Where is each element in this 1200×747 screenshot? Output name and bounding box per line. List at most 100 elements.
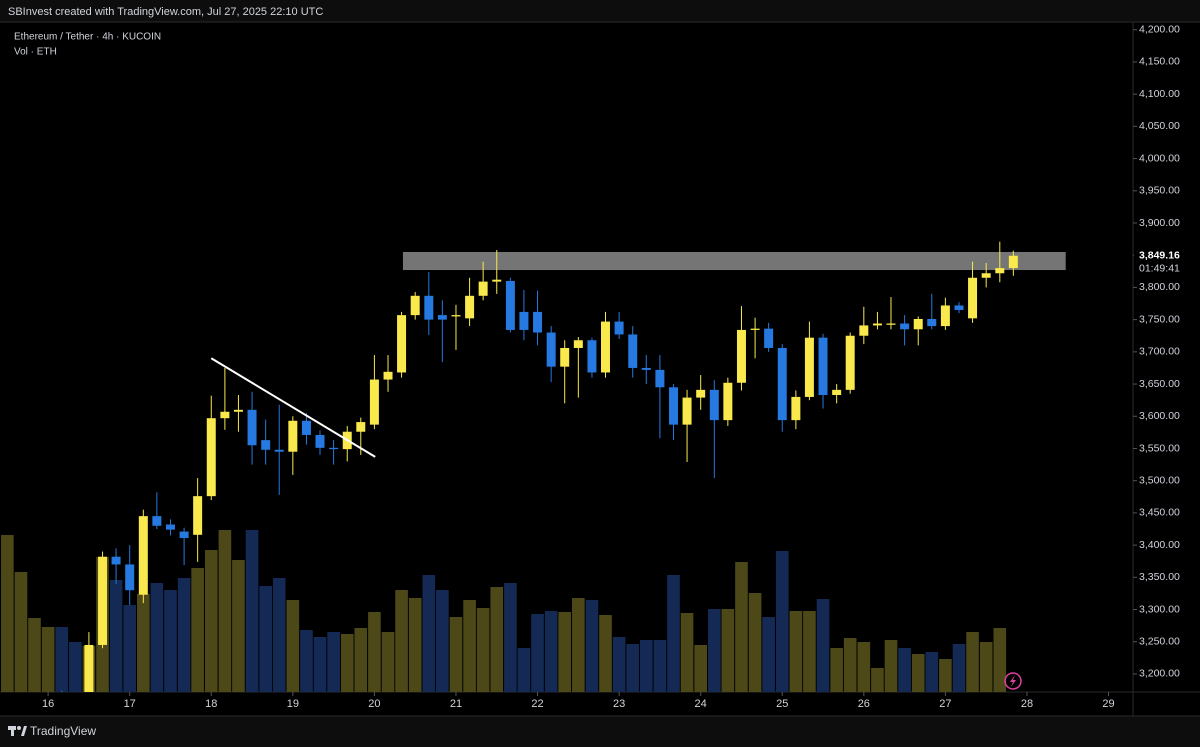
volume-legend: Vol · ETH [14,47,57,58]
volume-bar [993,628,1007,692]
y-tick-label: 3,800.00 [1139,281,1180,293]
volume-bar [830,648,843,692]
volume-bar [803,611,816,692]
volume-bar [599,615,612,692]
volume-bar [694,645,707,692]
volume-bar [884,640,898,692]
volume-bar [408,598,422,692]
candle-body [179,531,189,539]
candle-body [165,524,175,530]
x-tick-label: 18 [205,698,217,710]
y-tick-label: 4,200.00 [1139,24,1180,36]
volume-bar [137,594,150,692]
x-tick-label: 24 [695,698,707,710]
y-tick-label: 3,900.00 [1139,217,1180,229]
x-tick-label: 29 [1102,698,1114,710]
candle-body [709,389,719,421]
candle-body [940,305,950,327]
volume-bar [218,530,232,692]
volume-bar [952,644,966,692]
volume-bar [966,632,979,692]
candle-body [84,644,94,692]
candle-body [206,418,216,497]
y-tick-label: 3,200.00 [1139,668,1180,680]
candle-body [859,325,869,336]
candle-body [927,318,937,327]
candle-body [546,332,556,367]
volume-bar [191,568,204,692]
candle-pane [61,241,1018,692]
candle-body [247,409,257,446]
footer-bar [0,716,1200,747]
x-tick-label: 16 [42,698,54,710]
volume-bar [327,632,340,692]
volume-bar [680,613,694,692]
candle-body [669,387,679,425]
candle-body [573,340,583,348]
candle-body [329,447,339,450]
volume-bar [354,628,368,692]
candle-body [220,411,230,419]
candle-body [832,389,842,396]
candle-body [900,323,910,330]
candle-body [981,273,991,278]
volume-bar [721,609,735,692]
candle-body [560,347,570,367]
candle-body [723,382,733,421]
candle-body [261,440,271,450]
candle-body [301,420,311,435]
volume-bar [232,560,245,692]
candle-body [138,516,148,595]
candle-body [736,329,746,383]
last-price-tag [1134,247,1200,278]
volume-bar [517,648,531,692]
candle-body [410,295,420,316]
y-tick-label: 3,300.00 [1139,603,1180,615]
volume-bar [572,598,585,692]
volume-bar [300,630,313,692]
volume-bar [436,590,449,692]
candle-body [600,321,610,373]
volume-bar [816,599,830,692]
alert-icon[interactable] [1004,672,1022,690]
candle-body [233,409,243,412]
volume-bar [531,614,544,692]
volume-bar [857,642,871,692]
candle-body [791,396,801,421]
logo-part [17,726,21,730]
candle-body [750,328,760,330]
candle-body [804,337,814,397]
volume-bar [164,590,177,692]
candle-body [696,389,706,398]
candle-body [152,516,162,526]
volume-bar [748,593,762,692]
y-tick-label: 3,450.00 [1139,507,1180,519]
volume-bar [449,617,463,692]
candle-body [505,280,515,330]
volume-bar [707,609,721,692]
y-tick-label: 3,750.00 [1139,313,1180,325]
volume-bar [762,617,775,692]
x-tick-label: 26 [858,698,870,710]
candle-body [533,311,543,333]
candle-body [845,335,855,390]
y-tick-label: 4,100.00 [1139,88,1180,100]
volume-bar [463,600,476,692]
x-tick-label: 17 [124,698,136,710]
volume-bar [395,590,408,692]
volume-bar [775,551,789,692]
candle-body [614,321,624,335]
candle-body [465,295,475,319]
volume-bar [585,600,599,692]
y-tick-label: 3,550.00 [1139,442,1180,454]
volume-bar [612,637,626,692]
y-tick-label: 3,950.00 [1139,185,1180,197]
alert-ring [1004,672,1022,690]
y-tick-label: 3,250.00 [1139,636,1180,648]
y-tick-label: 3,650.00 [1139,378,1180,390]
volume-bar [626,644,640,692]
countdown-label: 01:49:41 [1139,263,1180,275]
volume-bar [925,652,939,692]
candle-body [764,328,774,348]
